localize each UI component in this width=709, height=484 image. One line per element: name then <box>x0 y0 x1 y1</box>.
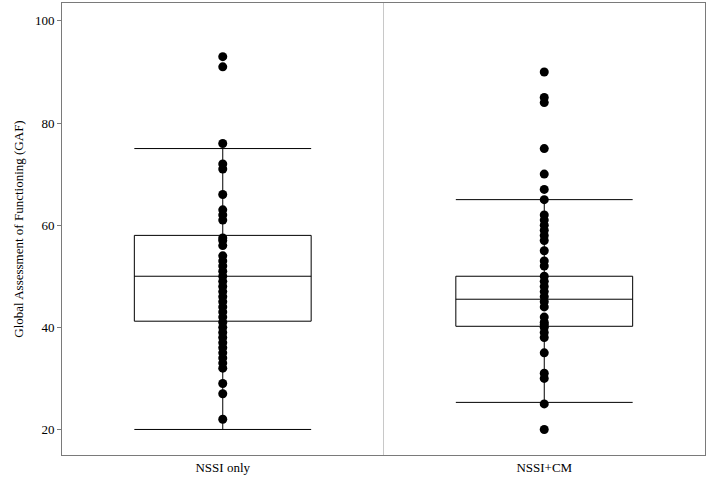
svg-text:80: 80 <box>41 116 54 131</box>
svg-text:60: 60 <box>41 218 54 233</box>
svg-text:NSSI+CM: NSSI+CM <box>516 460 572 475</box>
svg-text:100: 100 <box>35 13 55 28</box>
svg-text:40: 40 <box>41 320 54 335</box>
svg-text:NSSI only: NSSI only <box>195 460 250 475</box>
svg-text:20: 20 <box>41 422 54 437</box>
svg-text:Global Assessment of Functioni: Global Assessment of Functioning (GAF) <box>11 120 26 337</box>
